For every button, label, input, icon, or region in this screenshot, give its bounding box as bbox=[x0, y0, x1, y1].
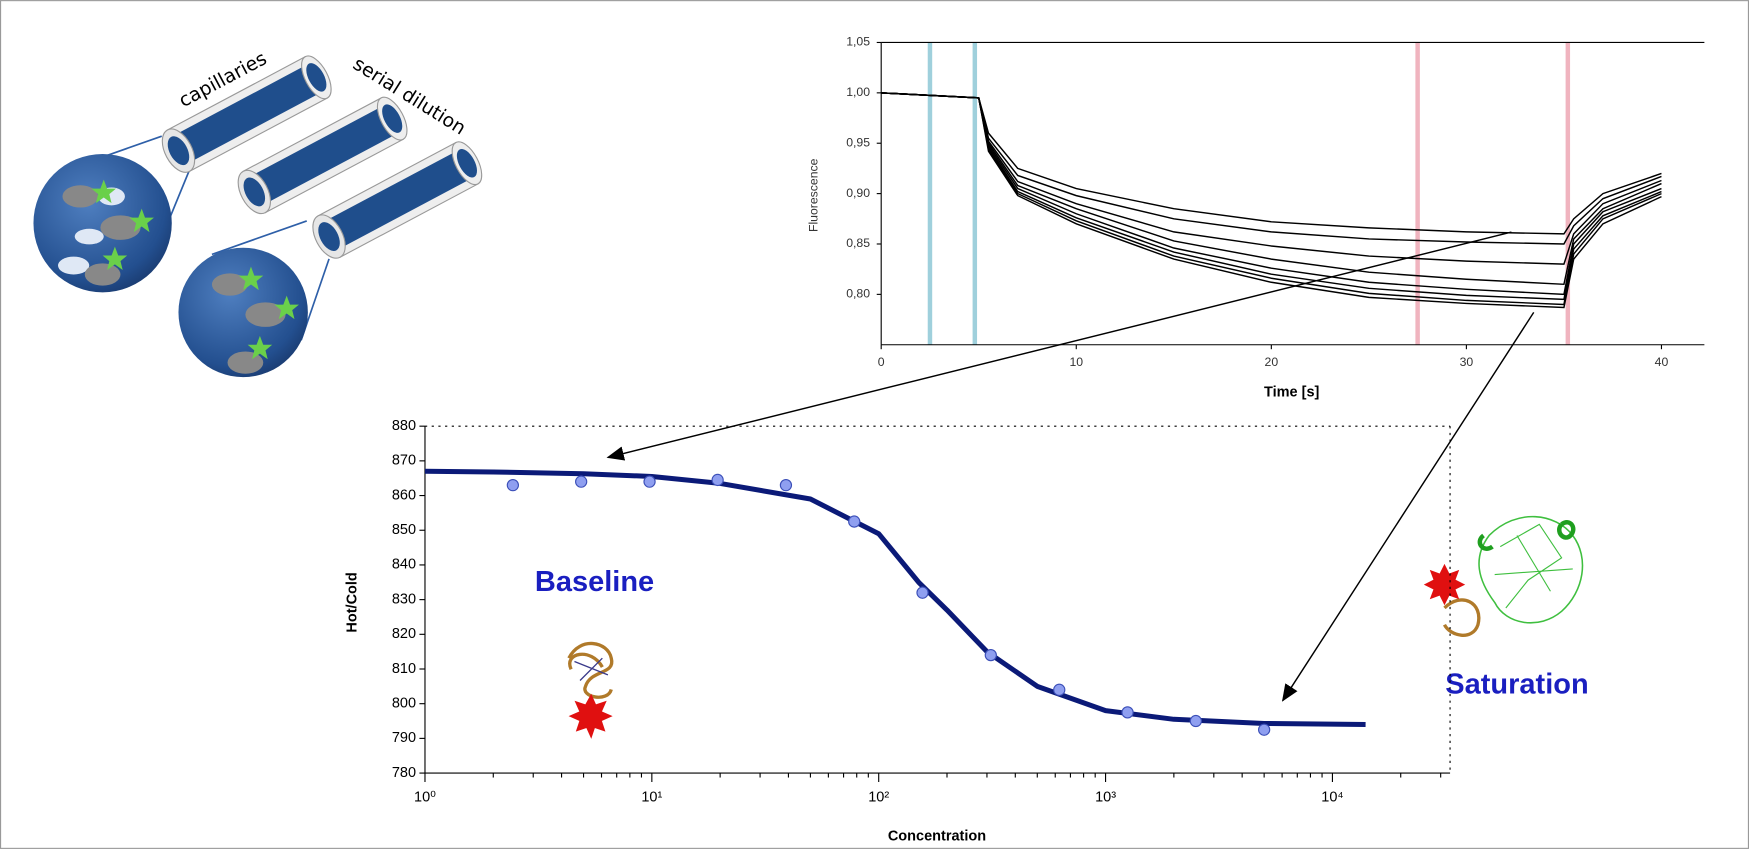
data-point bbox=[575, 475, 588, 488]
y-tick-label: 870 bbox=[392, 453, 416, 469]
y-tick-label: 1,05 bbox=[846, 35, 870, 49]
y-tick-label: 0,85 bbox=[846, 236, 870, 250]
data-point bbox=[984, 648, 997, 662]
fit-line bbox=[424, 468, 1366, 728]
data-point bbox=[916, 586, 929, 599]
x-tick-label: 10¹ bbox=[641, 789, 662, 805]
y-tick-label: 840 bbox=[392, 557, 416, 573]
y-tick-label: 0,95 bbox=[846, 135, 870, 149]
x-axis-label: Concentration bbox=[888, 828, 986, 844]
trace-line bbox=[881, 92, 1662, 286]
protein-illustration bbox=[1423, 515, 1584, 637]
y-tick-label: 790 bbox=[392, 730, 416, 746]
data-point bbox=[1258, 723, 1271, 736]
x-axis-label: Time [s] bbox=[1264, 385, 1320, 401]
annotation: Baseline bbox=[535, 566, 654, 598]
y-tick-label: 860 bbox=[392, 487, 416, 503]
y-tick-label: 820 bbox=[392, 626, 416, 642]
annotation: Saturation bbox=[1445, 669, 1588, 701]
y-axis-label: Fluorescence bbox=[807, 158, 821, 232]
arrow bbox=[606, 231, 1512, 461]
capillaries-diagram bbox=[33, 55, 483, 378]
arrow bbox=[1281, 312, 1535, 702]
x-tick-label: 10⁴ bbox=[1321, 789, 1343, 805]
data-point bbox=[643, 475, 656, 488]
y-tick-label: 1,00 bbox=[846, 85, 870, 99]
data-point bbox=[1053, 683, 1066, 696]
y-tick-label: 0,90 bbox=[846, 186, 870, 200]
x-tick-label: 20 bbox=[1265, 355, 1279, 369]
x-tick-label: 40 bbox=[1655, 355, 1669, 369]
data-point bbox=[1189, 714, 1202, 728]
y-tick-label: 800 bbox=[392, 696, 416, 712]
data-point bbox=[848, 515, 861, 528]
x-tick-label: 10³ bbox=[1095, 789, 1116, 805]
data-point bbox=[711, 473, 724, 487]
x-tick-label: 10 bbox=[1069, 355, 1083, 369]
x-tick-label: 30 bbox=[1460, 355, 1474, 369]
y-tick-label: 880 bbox=[392, 418, 416, 434]
x-tick-label: 10⁰ bbox=[414, 789, 436, 805]
y-tick-label: 780 bbox=[392, 765, 416, 781]
trace-line bbox=[881, 92, 1662, 309]
y-tick-label: 830 bbox=[392, 591, 416, 607]
trace-line bbox=[881, 92, 1662, 306]
y-tick-label: 810 bbox=[392, 661, 416, 677]
x-tick-label: 10² bbox=[868, 789, 889, 805]
trace-line bbox=[881, 92, 1662, 265]
trace-line bbox=[881, 92, 1662, 235]
rna-illustration bbox=[567, 641, 614, 739]
y-tick-label: 0,80 bbox=[846, 287, 870, 301]
y-tick-label: 850 bbox=[392, 522, 416, 538]
y-axis-label: Hot/Cold bbox=[344, 572, 360, 632]
data-point bbox=[779, 479, 793, 492]
data-point bbox=[506, 479, 519, 492]
x-tick-label: 0 bbox=[878, 355, 885, 369]
data-point bbox=[1121, 706, 1134, 719]
